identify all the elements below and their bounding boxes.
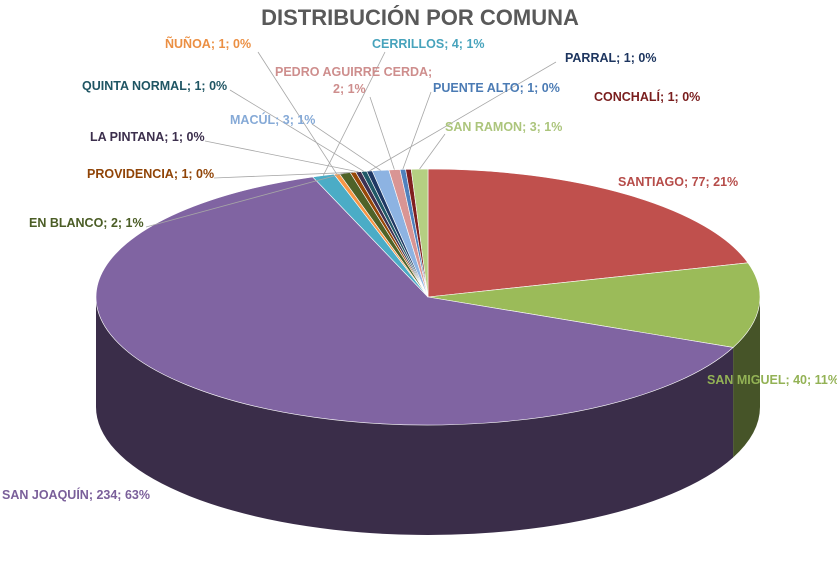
data-labels: SANTIAGO; 77; 21% SAN MIGUEL; 40; 11% SAN … bbox=[2, 36, 837, 502]
data-label-cerrillos: CERRILLOS; 4; 1% bbox=[372, 37, 485, 51]
leader-line-parral bbox=[369, 61, 557, 172]
leader-line-cerrillos bbox=[322, 51, 386, 176]
data-label-pedro-aguirre-cerda: PEDRO AGUIRRE CERDA; 2; 1% bbox=[275, 65, 432, 96]
leader-line-macul bbox=[311, 123, 381, 171]
leader-line-pedro-aguirre-cerda bbox=[369, 96, 395, 170]
leader-line-san-ramon bbox=[419, 133, 446, 170]
pie-slice-san-ramon bbox=[410, 168, 429, 298]
data-label-puente-alto: PUENTE ALTO; 1; 0% bbox=[433, 81, 560, 95]
pie-slice-san-miguel bbox=[427, 262, 761, 348]
pie-slices bbox=[95, 168, 761, 426]
leader-line-nunoa bbox=[257, 51, 338, 175]
pie-sides bbox=[96, 297, 760, 535]
data-label-providencia: PROVIDENCIA; 1; 0% bbox=[87, 167, 214, 181]
data-label-parral: PARRAL; 1; 0% bbox=[565, 51, 656, 65]
data-label-quinta-normal: QUINTA NORMAL; 1; 0% bbox=[82, 79, 227, 93]
data-label-conchali: CONCHALÍ; 1; 0% bbox=[594, 89, 700, 104]
leader-lines bbox=[145, 51, 557, 228]
leader-line-la-pintana bbox=[204, 140, 359, 173]
pie-slice-santiago bbox=[427, 168, 749, 298]
leader-line-quinta-normal bbox=[229, 89, 365, 172]
data-label-en-blanco: EN BLANCO; 2; 1% bbox=[29, 216, 144, 230]
pie-side-san-miguel bbox=[733, 297, 760, 458]
data-label-san-ramon: SAN RAMON; 3; 1% bbox=[445, 120, 562, 134]
data-label-macul: MACÚL; 3; 1% bbox=[230, 112, 315, 127]
chart-title: DISTRIBUCIÓN POR COMUNA bbox=[261, 5, 579, 30]
data-label-nunoa: ÑUÑOA; 1; 0% bbox=[165, 36, 251, 51]
pie-slice-san-joaquin bbox=[95, 176, 734, 426]
pie-side-san-joaquin bbox=[96, 297, 734, 535]
data-label-la-pintana: LA PINTANA; 1; 0% bbox=[90, 130, 205, 144]
data-label-san-joaquin: SAN JOAQUÍN; 234; 63% bbox=[2, 487, 150, 502]
leader-line-en-blanco bbox=[145, 172, 345, 228]
data-label-santiago: SANTIAGO; 77; 21% bbox=[618, 175, 738, 189]
leader-line-puente-alto bbox=[402, 91, 432, 170]
leader-line-providencia bbox=[213, 171, 353, 179]
data-label-san-miguel: SAN MIGUEL; 40; 11% bbox=[707, 373, 837, 387]
